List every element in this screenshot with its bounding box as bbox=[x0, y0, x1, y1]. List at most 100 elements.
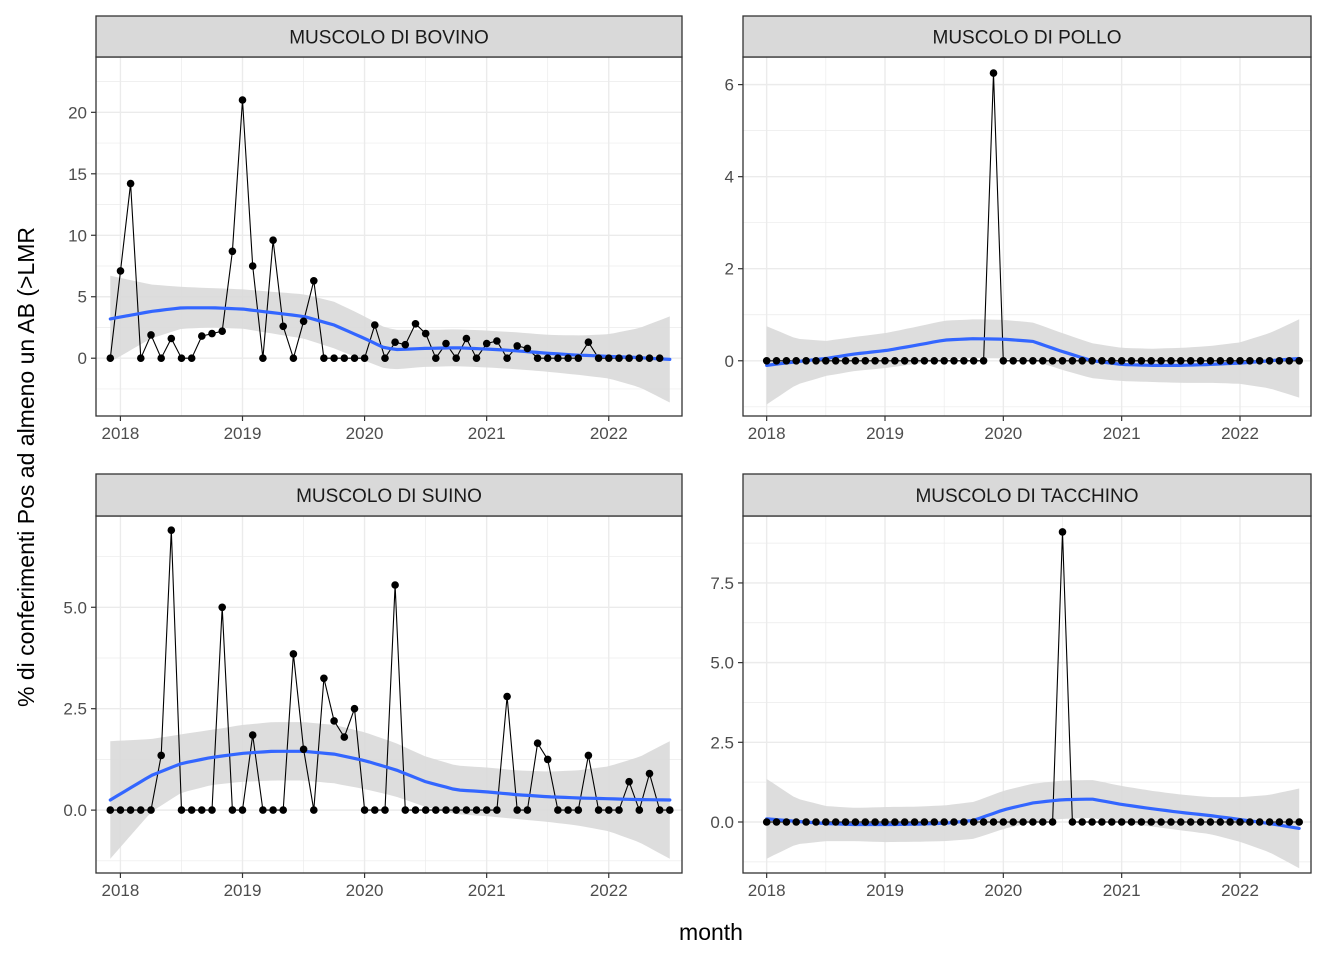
data-point bbox=[177, 806, 186, 814]
data-point bbox=[157, 751, 165, 760]
data-point bbox=[900, 357, 909, 365]
data-point bbox=[360, 806, 369, 814]
data-point bbox=[812, 818, 820, 826]
data-point bbox=[1048, 818, 1057, 826]
data-point bbox=[310, 277, 318, 285]
data-point bbox=[442, 806, 450, 814]
y-tick-label: 5 bbox=[78, 288, 87, 307]
data-point bbox=[841, 357, 850, 365]
data-point bbox=[320, 354, 328, 363]
data-point bbox=[594, 354, 603, 363]
x-tick-label: 2020 bbox=[984, 881, 1022, 900]
data-point bbox=[513, 342, 521, 350]
data-point bbox=[503, 354, 511, 363]
y-tick-label: 0.0 bbox=[710, 813, 734, 832]
data-point bbox=[371, 806, 379, 814]
data-point bbox=[1236, 357, 1244, 365]
data-point bbox=[871, 357, 879, 365]
data-point bbox=[218, 603, 226, 612]
data-point bbox=[1246, 818, 1254, 826]
data-point bbox=[1088, 818, 1096, 826]
data-point bbox=[279, 806, 288, 814]
data-point bbox=[979, 357, 988, 365]
data-points bbox=[762, 528, 1303, 826]
data-point bbox=[861, 818, 870, 826]
y-axis: 0 5 10 15 20 bbox=[68, 103, 96, 368]
data-point bbox=[238, 806, 247, 814]
data-point bbox=[782, 818, 791, 826]
x-tick-label: 2020 bbox=[984, 424, 1022, 443]
data-point bbox=[1265, 357, 1274, 365]
data-point bbox=[1285, 818, 1294, 826]
data-point bbox=[187, 806, 196, 814]
data-point bbox=[391, 581, 399, 589]
data-point bbox=[279, 322, 288, 331]
data-point bbox=[1246, 357, 1254, 365]
data-point bbox=[655, 806, 664, 814]
data-point bbox=[218, 327, 226, 336]
data-point bbox=[930, 818, 939, 826]
data-layer bbox=[762, 528, 1303, 869]
data-point bbox=[1177, 357, 1185, 365]
data-point bbox=[432, 354, 440, 363]
data-point bbox=[645, 354, 654, 363]
data-point bbox=[930, 357, 939, 365]
data-point bbox=[462, 334, 471, 343]
data-point bbox=[891, 818, 899, 826]
data-point bbox=[1048, 357, 1057, 365]
data-point bbox=[950, 357, 958, 365]
y-tick-label: 7.5 bbox=[710, 574, 734, 593]
data-point bbox=[472, 806, 481, 814]
x-tick-label: 2019 bbox=[224, 424, 262, 443]
data-point bbox=[950, 818, 958, 826]
x-tick-label: 2020 bbox=[346, 881, 384, 900]
data-point bbox=[442, 339, 450, 348]
data-point bbox=[432, 806, 440, 814]
data-point bbox=[482, 339, 491, 348]
data-points bbox=[106, 96, 664, 363]
x-tick-label: 2022 bbox=[1221, 424, 1259, 443]
data-point bbox=[1226, 818, 1234, 826]
confidence-ribbon bbox=[766, 319, 1300, 405]
data-point bbox=[802, 357, 810, 365]
data-point bbox=[1137, 818, 1146, 826]
y-tick-label: 5.0 bbox=[710, 654, 734, 673]
data-point bbox=[625, 777, 633, 786]
data-point bbox=[482, 806, 491, 814]
data-point bbox=[462, 806, 471, 814]
data-point bbox=[960, 818, 968, 826]
data-point bbox=[126, 806, 135, 814]
y-tick-label: 2 bbox=[725, 260, 734, 279]
data-point bbox=[472, 354, 481, 363]
data-point bbox=[1029, 357, 1037, 365]
data-point bbox=[999, 818, 1008, 826]
x-tick-label: 2022 bbox=[1221, 881, 1259, 900]
data-point bbox=[960, 357, 968, 365]
data-point bbox=[1147, 818, 1155, 826]
data-point bbox=[187, 354, 196, 363]
data-point bbox=[523, 344, 532, 353]
data-point bbox=[299, 745, 308, 754]
data-point bbox=[1039, 357, 1047, 365]
data-point bbox=[1009, 357, 1017, 365]
y-tick-label: 0 bbox=[78, 349, 87, 368]
data-point bbox=[1236, 818, 1244, 826]
x-tick-label: 2019 bbox=[866, 424, 904, 443]
data-point bbox=[792, 357, 800, 365]
data-point bbox=[910, 357, 919, 365]
data-point bbox=[1108, 357, 1116, 365]
data-point bbox=[208, 329, 216, 338]
data-point bbox=[503, 692, 511, 701]
data-point bbox=[1206, 818, 1215, 826]
data-point bbox=[605, 354, 613, 363]
data-point bbox=[989, 818, 998, 826]
data-point bbox=[1196, 818, 1205, 826]
data-point bbox=[1019, 357, 1027, 365]
data-point bbox=[269, 806, 277, 814]
facet-strip bbox=[95, 473, 683, 517]
data-point bbox=[655, 354, 664, 363]
x-tick-label: 2018 bbox=[102, 881, 140, 900]
data-point bbox=[584, 338, 593, 347]
data-point bbox=[137, 354, 145, 363]
confidence-ribbon bbox=[110, 275, 670, 403]
